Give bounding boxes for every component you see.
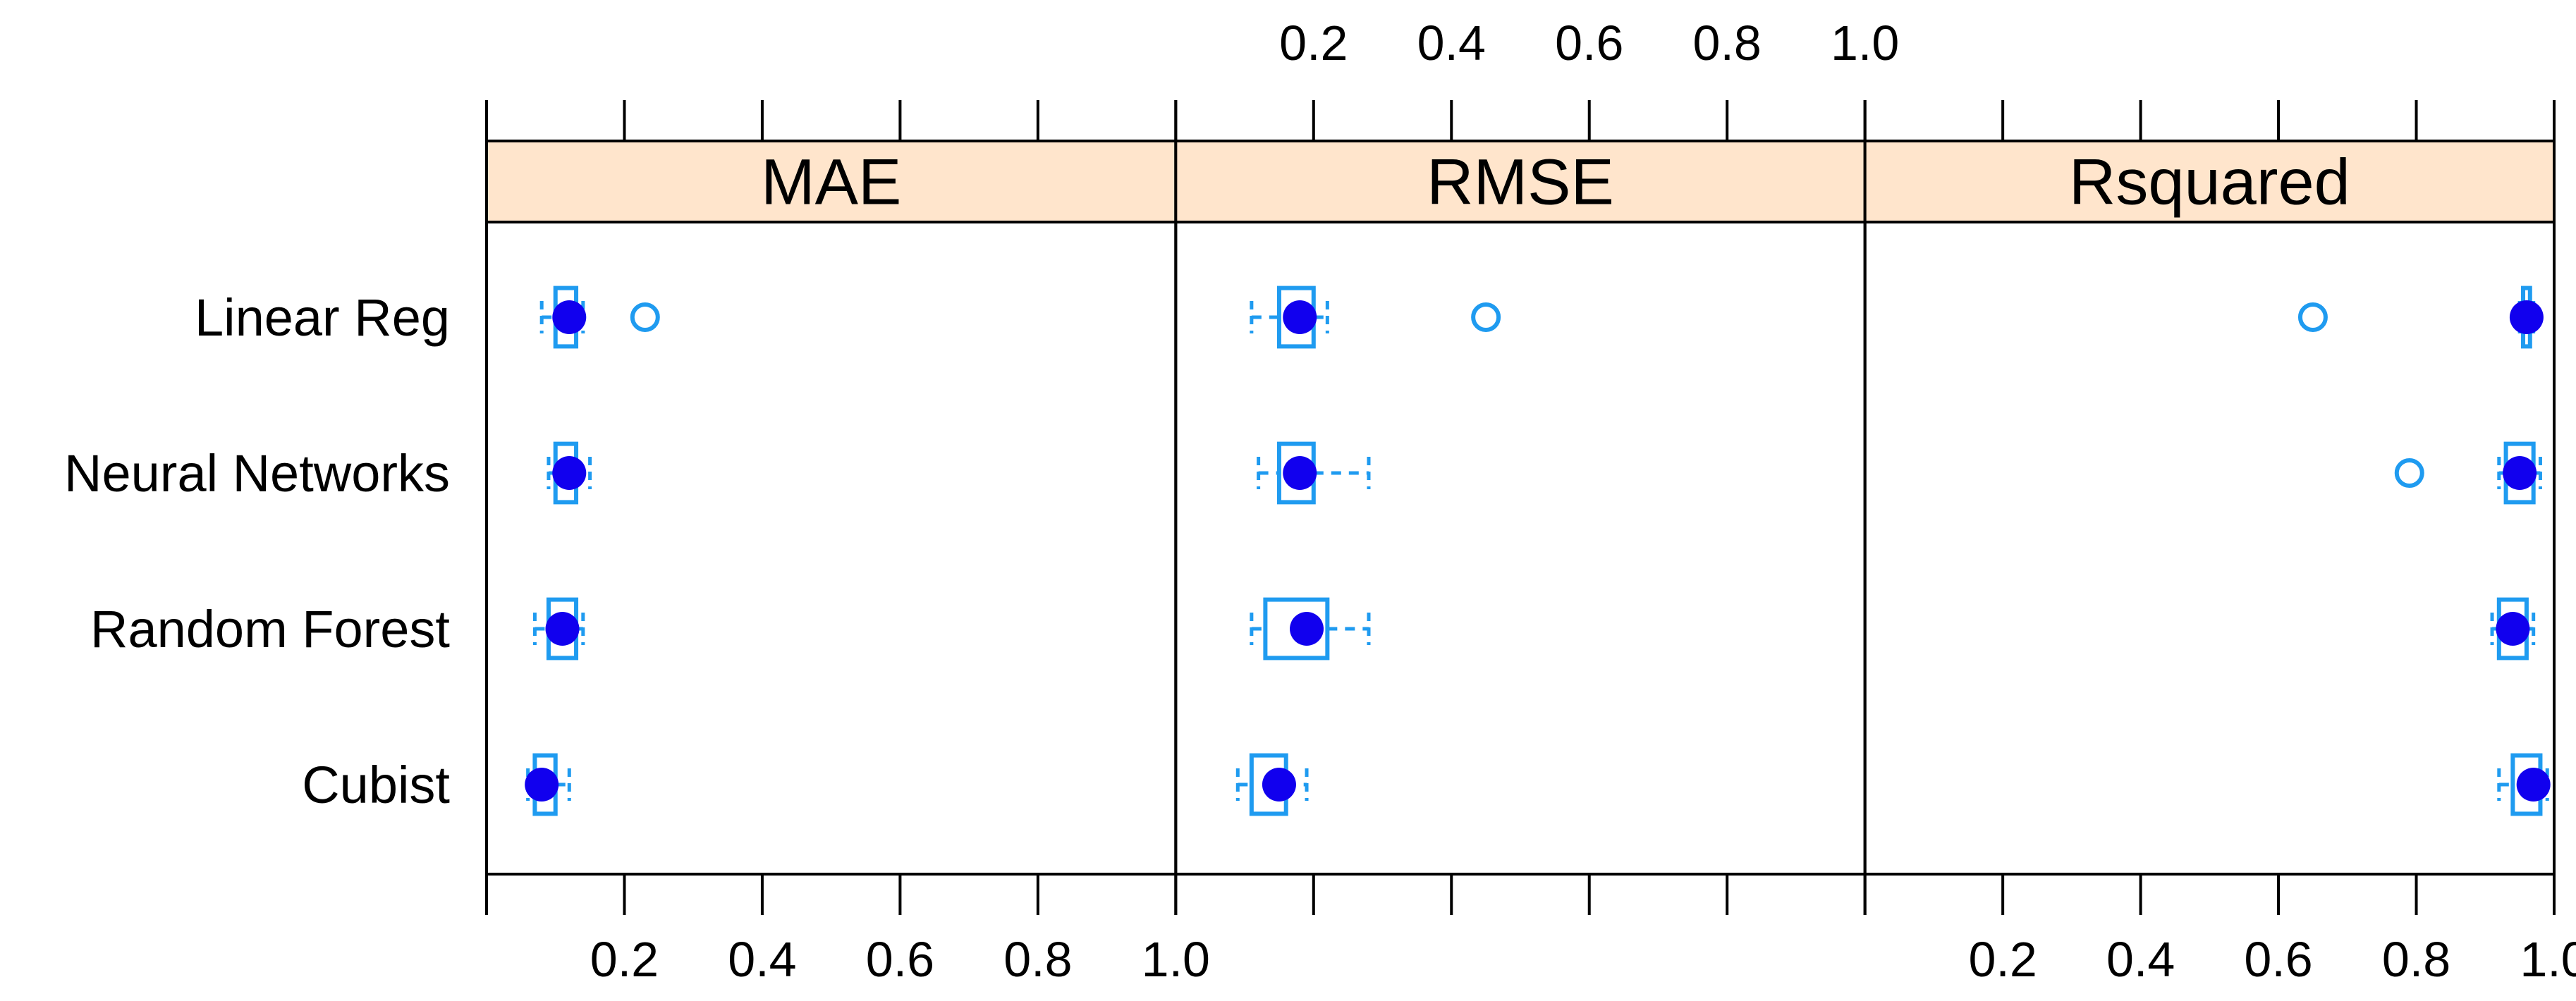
box-mae-3 (525, 753, 571, 816)
box-mae-1 (547, 441, 592, 505)
x-tick-label: 1.0 (2520, 932, 2576, 987)
box-marks (525, 285, 2551, 816)
median-dot (525, 768, 559, 802)
median-dot (1283, 456, 1317, 490)
x-tick-label: 0.4 (2106, 932, 2175, 987)
y-category-label: Neural Networks (64, 444, 450, 503)
box-rsquared-1 (2394, 441, 2542, 505)
y-category-label: Cubist (302, 756, 450, 814)
y-category-label: Random Forest (90, 600, 450, 658)
strip-mae (485, 140, 1178, 223)
outlier-point (2394, 458, 2424, 488)
strip-label-mae: MAE (761, 147, 901, 219)
box-rmse-0 (1250, 285, 1501, 349)
x-tick-label: 0.2 (1279, 16, 1348, 70)
box-rmse-1 (1257, 441, 1371, 505)
x-tick-label: 0.2 (1968, 932, 2037, 987)
panel-frames (485, 221, 2556, 876)
median-dot (2516, 768, 2551, 802)
panel-frame-mae (485, 221, 1178, 876)
box-rsquared-2 (2490, 597, 2536, 661)
box-mae-0 (539, 285, 660, 349)
strip-rsquared (1863, 140, 2556, 223)
y-category-label: Linear Reg (195, 288, 450, 347)
median-dot (552, 456, 587, 490)
box-rsquared-0 (2297, 285, 2544, 349)
box-mae-2 (532, 597, 585, 661)
strip-label-rmse: RMSE (1427, 147, 1614, 219)
panel-frame-rsquared (1863, 221, 2556, 876)
x-tick-label: 0.4 (728, 932, 796, 987)
median-dot (2496, 612, 2530, 646)
panel-strips: MAE RMSE Rsquared (485, 140, 2556, 223)
median-dot (552, 300, 587, 334)
median-dot (2509, 300, 2544, 334)
x-tick-label: 0.6 (1555, 16, 1623, 70)
strip-rmse (1174, 140, 1867, 223)
outlier-point (1471, 302, 1501, 332)
box-rmse-3 (1235, 753, 1309, 816)
y-axis-labels: Linear Reg Neural Networks Random Forest Cu… (64, 288, 450, 814)
box-rmse-2 (1250, 597, 1371, 661)
median-dot (1290, 612, 1324, 646)
x-tick-label: 0.6 (866, 932, 934, 987)
x-tick-label: 1.0 (1831, 16, 1899, 70)
median-dot (1283, 300, 1317, 334)
x-tick-label: 0.2 (590, 932, 659, 987)
x-tick-label: 0.8 (1693, 16, 1762, 70)
strip-label-rsquared: Rsquared (2069, 147, 2350, 219)
x-tick-label: 0.8 (2382, 932, 2450, 987)
outlier-point (630, 302, 660, 332)
median-dot (545, 612, 580, 646)
x-tick-label: 0.8 (1003, 932, 1072, 987)
x-tick-label: 0.4 (1417, 16, 1486, 70)
median-dot (2503, 456, 2537, 490)
axes: 0.2 0.4 0.6 0.8 1.0 0.2 0.4 0.6 0.8 1.0 0.2 0.4 0.6 0… (485, 16, 2576, 987)
x-tick-label: 0.6 (2244, 932, 2312, 987)
iqr-box (1263, 597, 1330, 661)
median-dot (1262, 768, 1296, 802)
box-rsquared-3 (2497, 753, 2551, 816)
outlier-point (2297, 302, 2328, 332)
x-tick-label: 1.0 (1142, 932, 1210, 987)
